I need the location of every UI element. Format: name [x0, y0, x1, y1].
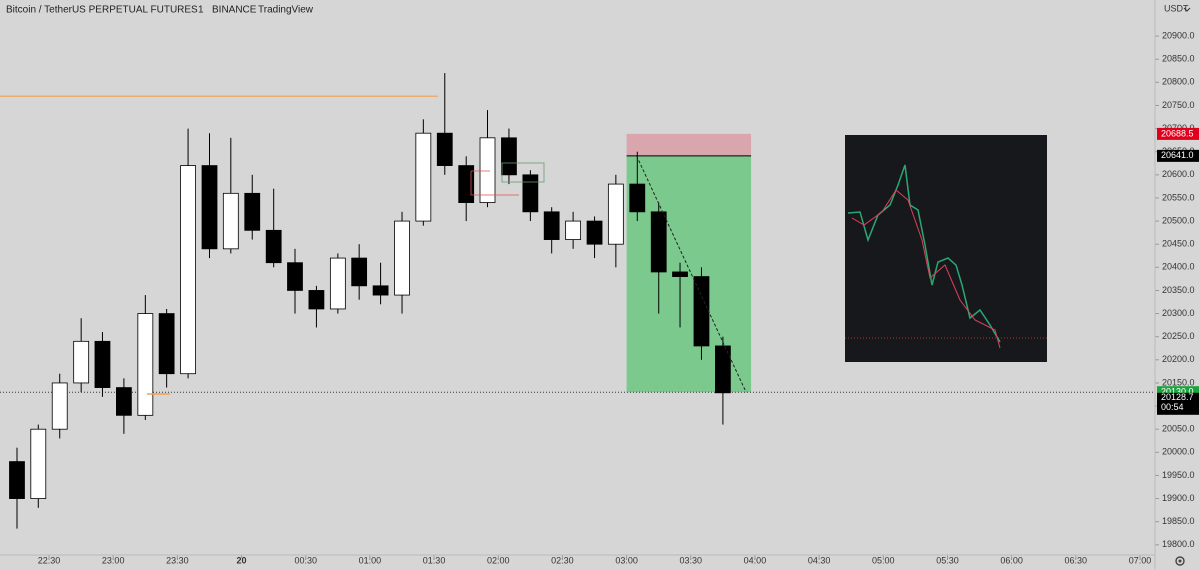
x-tick-label: 03:00 [615, 555, 638, 565]
x-tick-label: 06:30 [1065, 555, 1088, 565]
candle-body [586, 220, 603, 245]
y-tick-label: 20900.0 [1162, 30, 1195, 40]
y-tick-label: 19950.0 [1162, 470, 1195, 480]
entry-price-label: 20641.0 [1161, 150, 1194, 160]
inset-image [845, 135, 1047, 362]
candle-body [715, 345, 731, 394]
interval: 1 [198, 5, 204, 16]
candle-body [51, 382, 68, 430]
y-tick-label: 20200.0 [1162, 354, 1195, 364]
source: TradingView [258, 5, 314, 16]
drawing-box [501, 162, 545, 183]
y-tick-label: 20500.0 [1162, 215, 1195, 225]
candle-body [137, 313, 154, 416]
position-profit-zone [626, 155, 752, 393]
x-tick-label: 03:30 [680, 555, 703, 565]
candle-body [650, 211, 667, 273]
x-tick-label: 00:30 [294, 555, 317, 565]
settings-gear[interactable] [1175, 556, 1185, 566]
candle-body [222, 192, 239, 250]
drawing-line [470, 171, 519, 196]
x-tick-label: 02:30 [551, 555, 574, 565]
x-tick-label: 23:00 [102, 555, 125, 565]
candle-body [94, 340, 111, 388]
position-loss-zone [626, 133, 752, 156]
y-tick-label: 20350.0 [1162, 285, 1195, 295]
currency-dropdown-icon[interactable] [1183, 7, 1191, 12]
x-tick-label: 01:30 [423, 555, 446, 565]
candle-body [73, 340, 90, 384]
candle-body [436, 132, 453, 166]
y-tick-label: 20000.0 [1162, 447, 1195, 457]
y-tick-label: 20550.0 [1162, 192, 1195, 202]
inset-price [851, 189, 1001, 349]
y-tick-label: 20300.0 [1162, 308, 1195, 318]
last-price-bg [1157, 392, 1199, 415]
trend-line [636, 155, 747, 393]
currency[interactable]: USDT [1164, 3, 1189, 13]
x-tick-label: 05:30 [936, 555, 959, 565]
x-tick-label: 04:00 [744, 555, 767, 565]
candle-body [543, 211, 560, 240]
candle-body [501, 137, 517, 176]
candle-body [287, 262, 303, 291]
y-tick-label: 19850.0 [1162, 516, 1195, 526]
candle-body [415, 132, 432, 222]
candle-body [116, 387, 132, 416]
y-tick-label: 20600.0 [1162, 169, 1195, 179]
y-tick-label: 20150.0 [1162, 377, 1195, 387]
candle-body [351, 257, 368, 287]
candle-body [607, 183, 624, 245]
stop-price-label-bg [1157, 127, 1199, 140]
candle-body [479, 137, 496, 203]
settings-gear-center[interactable] [1178, 559, 1182, 563]
candle-body [9, 461, 25, 499]
candle-body [308, 290, 325, 310]
y-tick-label: 20050.0 [1162, 424, 1195, 434]
last-price-label: 20128.7 [1161, 392, 1194, 402]
x-tick-label: 05:00 [872, 555, 895, 565]
candle-body [244, 192, 261, 231]
candle-body [201, 165, 218, 250]
y-tick-label: 20750.0 [1162, 100, 1195, 110]
y-tick-label: 20250.0 [1162, 331, 1195, 341]
y-tick-label: 20400.0 [1162, 262, 1195, 272]
candle-body [265, 229, 282, 264]
exchange: BINANCE [212, 5, 257, 16]
candle-body [565, 220, 582, 240]
candle-body [329, 257, 346, 310]
x-tick-label: 04:30 [808, 555, 831, 565]
candle-body [458, 165, 475, 203]
candle-body [180, 165, 196, 375]
settings-icon[interactable] [1175, 556, 1185, 566]
symbol-title: Bitcoin / TetherUS PERPETUAL FUTURES [6, 5, 198, 16]
target-price-label: 20130.0 [1161, 387, 1194, 397]
x-tick-label: 07:00 [1129, 555, 1152, 565]
y-tick-label: 19900.0 [1162, 493, 1195, 503]
x-tick-label: 06:00 [1000, 555, 1023, 565]
x-tick-label: 01:00 [359, 555, 382, 565]
plot-area: 19800.0 19850.0 19900.0 19950.0 20000.0 20050… [0, 30, 1199, 565]
candle-body [372, 285, 389, 296]
x-tick-label: 22:30 [38, 555, 61, 565]
candle-body [693, 276, 710, 347]
countdown-label: 00:54 [1161, 402, 1184, 412]
x-tick-label: 20 [237, 555, 247, 565]
candle-body [672, 271, 688, 277]
candle-body [629, 183, 646, 213]
y-tick-label: 20800.0 [1162, 77, 1195, 87]
candle-body [158, 313, 175, 375]
y-tick-label: 19800.0 [1162, 539, 1195, 549]
x-tick-label: 23:30 [166, 555, 189, 565]
y-tick-label: 20450.0 [1162, 239, 1195, 249]
candle-body [522, 174, 539, 213]
candle-body [394, 220, 410, 296]
entry-price-label-bg [1157, 149, 1199, 162]
stop-price-label: 20688.5 [1161, 128, 1194, 138]
y-tick-label: 20850.0 [1162, 54, 1195, 64]
inset-background [845, 135, 1047, 362]
x-tick-label: 02:00 [487, 555, 510, 565]
candle-body [30, 428, 47, 499]
